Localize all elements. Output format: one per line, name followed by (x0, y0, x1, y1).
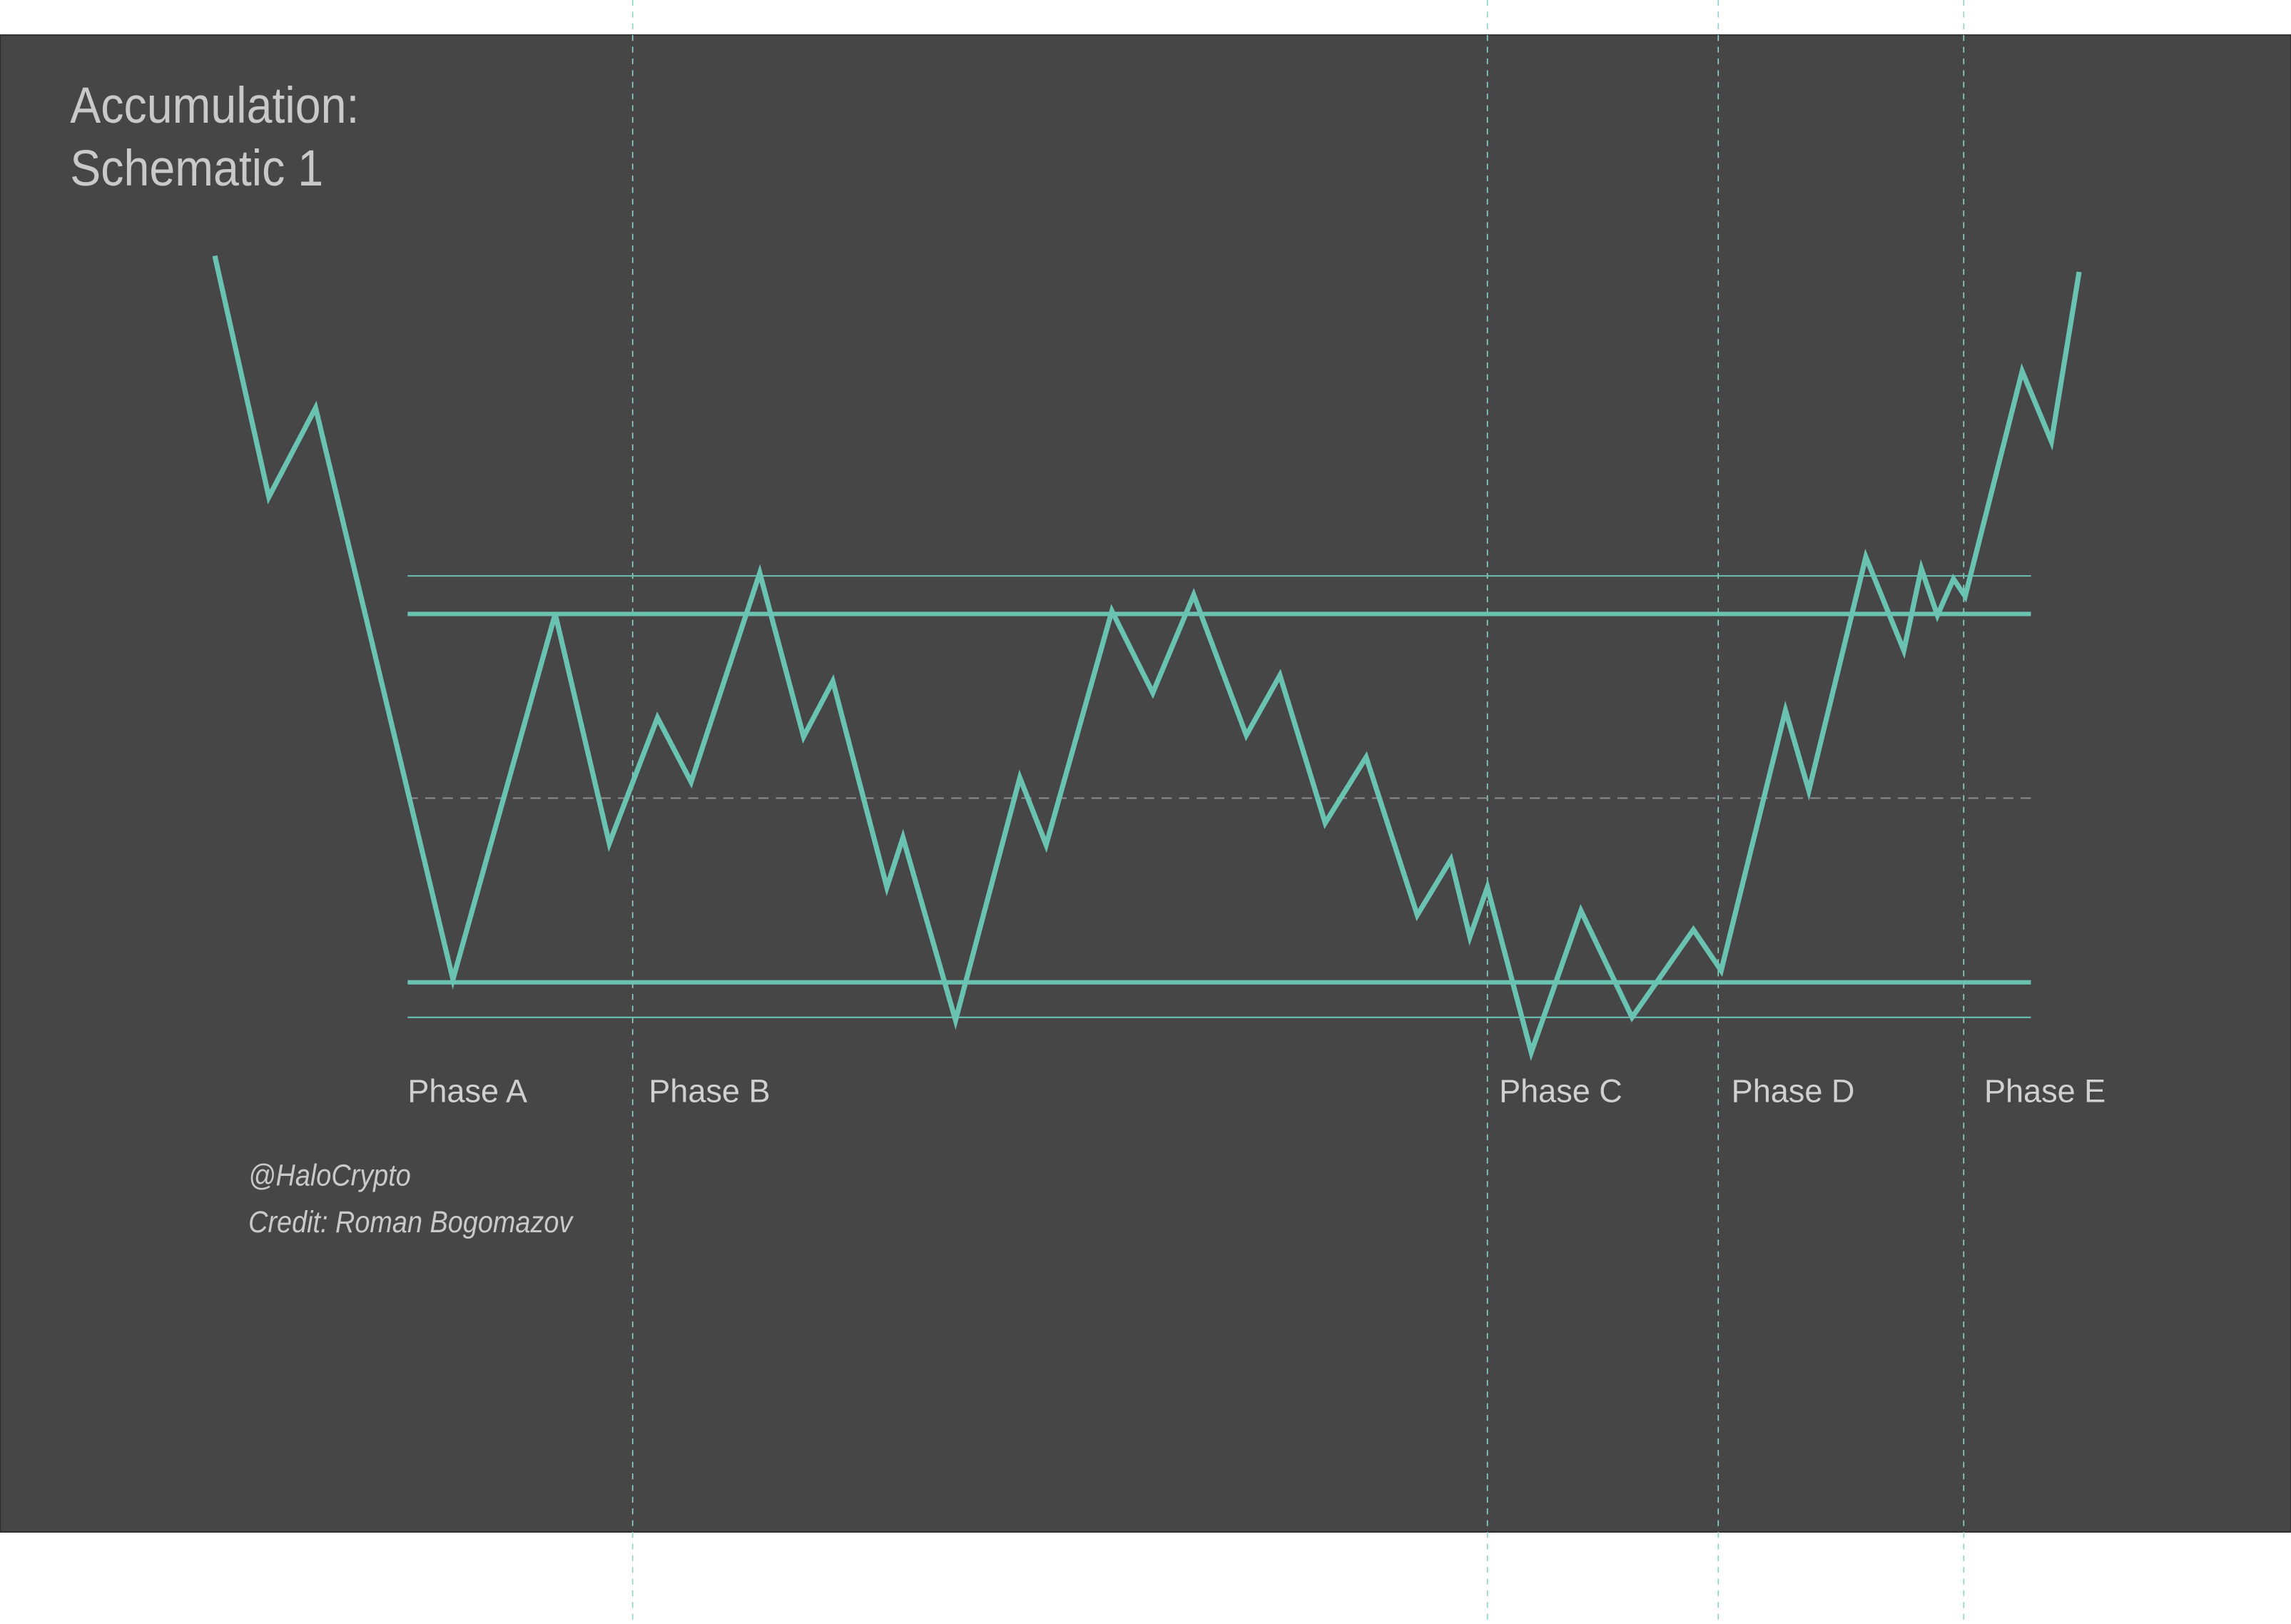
price-path (212, 255, 2082, 1062)
phase-dividers (631, 0, 1965, 1624)
credit: @HaloCrypto (248, 1157, 411, 1192)
phase-label: Phase E (1984, 1073, 2105, 1110)
phase-label: Phase B (649, 1073, 770, 1110)
credit: Credit: Roman Bogomazov (248, 1204, 574, 1239)
title: Schematic 1 (70, 140, 323, 197)
title: Accumulation: (70, 77, 359, 134)
phase-label: Phase A (407, 1073, 527, 1110)
panel (0, 34, 2291, 1533)
phase-label: Phase D (1732, 1073, 1855, 1110)
phase-label: Phase C (1499, 1073, 1622, 1110)
